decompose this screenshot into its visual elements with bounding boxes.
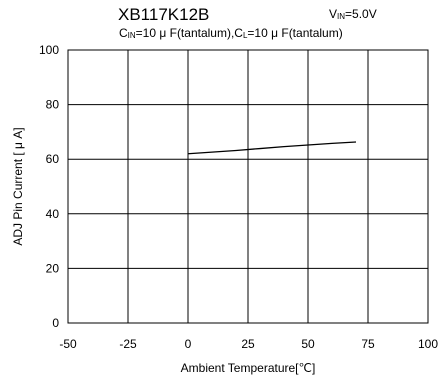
x-tick-labels: -50 -25 0 25 50 75 100 (59, 337, 438, 351)
vin-main: V (329, 7, 337, 21)
y-axis-label: ADJ Pin Current [ μ A] (11, 127, 25, 245)
y-tick-label: 60 (46, 152, 60, 166)
y-tick-label: 0 (52, 316, 59, 330)
cl-sub: L (243, 31, 248, 40)
vin-value: =5.0V (345, 7, 377, 21)
x-tick-label: 25 (241, 337, 255, 351)
cin-sub: IN (128, 31, 136, 40)
series-line (187, 141, 357, 155)
vin-condition: VIN=5.0V (329, 7, 377, 21)
y-tick-label: 20 (46, 261, 60, 275)
chart-title: XB117K12B (118, 5, 209, 24)
cl-value: =10 μ F(tantalum) (247, 26, 342, 40)
x-tick-label: 50 (301, 337, 315, 351)
x-tick-label: 75 (361, 337, 375, 351)
capacitor-condition: CIN=10 μ F(tantalum),CL=10 μ F(tantalum) (119, 26, 343, 40)
series-layer (187, 141, 357, 155)
y-tick-label: 40 (46, 207, 60, 221)
y-tick-label: 100 (39, 43, 59, 57)
x-axis-label: Ambient Temperature[℃] (181, 361, 316, 375)
y-tick-label: 80 (46, 98, 60, 112)
grid (67, 49, 429, 324)
plot-frame (67, 49, 429, 324)
vin-sub: IN (337, 12, 345, 21)
x-tick-label: -50 (59, 337, 77, 351)
x-tick-label: 100 (418, 337, 438, 351)
cin-value: =10 μ F(tantalum),C (136, 26, 244, 40)
x-tick-label: 0 (185, 337, 192, 351)
x-tick-label: -25 (119, 337, 137, 351)
y-tick-labels: 0 20 40 60 80 100 (39, 43, 59, 330)
cin-main: C (119, 26, 128, 40)
